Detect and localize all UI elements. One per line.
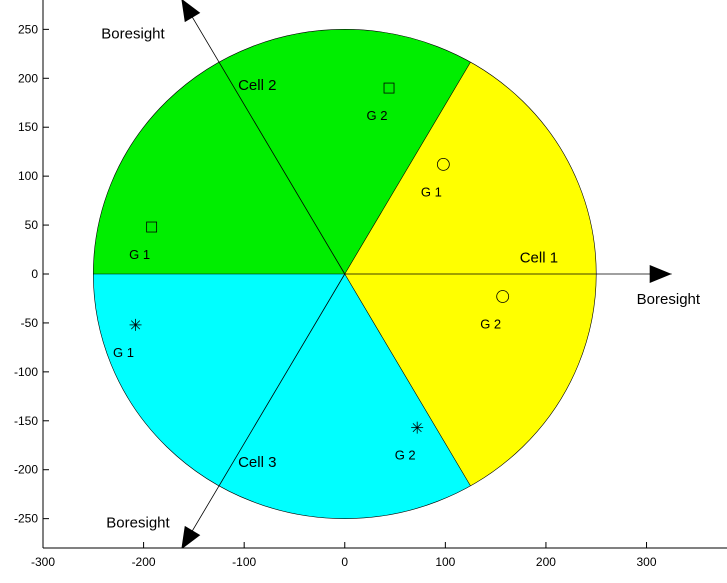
boresight-line-cell-3 (181, 273, 346, 548)
x-tick-label: 100 (435, 555, 455, 569)
x-tick-label: 0 (341, 555, 348, 569)
star-marker-stroke (412, 423, 422, 433)
boresight-layer (181, 0, 672, 548)
y-tick-label: -250 (14, 512, 38, 526)
labels-layer: Boresight Boresight Boresight Cell 1 Cell 2 C… (101, 26, 701, 532)
sector-cell-3 (93, 274, 471, 519)
sector-cell-2 (93, 29, 471, 275)
point-cell-3-g-2-label: G 2 (395, 448, 416, 463)
x-tick-label: -200 (132, 555, 156, 569)
y-tick-label: 250 (18, 22, 38, 36)
point-cell-1-g-1-label: G 1 (421, 184, 442, 199)
cell-label-cell-3: Cell 3 (238, 454, 276, 471)
cell-label-cell-1: Cell 1 (520, 249, 558, 266)
point-cell-3-g-2-marker (411, 421, 424, 434)
y-tick-label: 50 (25, 218, 39, 232)
y-tick-label: -100 (14, 365, 38, 379)
y-tick-label: -50 (21, 316, 39, 330)
point-cell-2-g-1-marker (146, 221, 158, 233)
point-cell-3-g-1-label: G 1 (113, 345, 134, 360)
x-tick-label: -100 (232, 555, 256, 569)
boresight-arrowhead-cell-3 (181, 525, 201, 548)
point-cell-1-g-2-label: G 2 (480, 317, 501, 332)
boresight-label: Boresight (637, 291, 701, 308)
y-tick-label: -150 (14, 414, 38, 428)
points-layer (129, 82, 510, 434)
y-tick-label: 150 (18, 120, 38, 134)
y-tick-label: 200 (18, 71, 38, 85)
point-cell-2-g-1-label: G 1 (129, 247, 150, 262)
point-cell-2-g-2-label: G 2 (367, 108, 388, 123)
sectors-layer (92, 29, 597, 519)
axes-layer: -250 -200 -150 -100 -50 0 50 100 150 200 250 -300 -2… (14, 0, 727, 569)
boresight-label: Boresight (106, 514, 170, 531)
y-tick-label: 100 (18, 169, 38, 183)
point-cell-1-g-1-marker (436, 157, 450, 171)
x-tick-label: 200 (536, 555, 556, 569)
boresight-label: Boresight (101, 26, 165, 43)
sector-boundary-line (344, 273, 471, 487)
x-tick-label: -300 (31, 555, 55, 569)
boresight-arrowhead-cell-2 (181, 0, 201, 23)
sector-boundary-line (344, 61, 471, 275)
point-cell-3-g-1-marker (129, 318, 142, 331)
y-tick-label: -200 (14, 463, 38, 477)
x-tick-label: 300 (637, 555, 657, 569)
point-cell-1-g-2-marker (496, 290, 510, 303)
cell-label-cell-2: Cell 2 (238, 77, 276, 94)
boresight-line-cell-2 (181, 0, 346, 275)
point-cell-2-g-2-marker (383, 82, 395, 94)
boresight-arrowhead-cell-1 (649, 265, 672, 283)
star-marker-stroke (131, 320, 141, 330)
y-tick-label: 0 (31, 267, 38, 281)
